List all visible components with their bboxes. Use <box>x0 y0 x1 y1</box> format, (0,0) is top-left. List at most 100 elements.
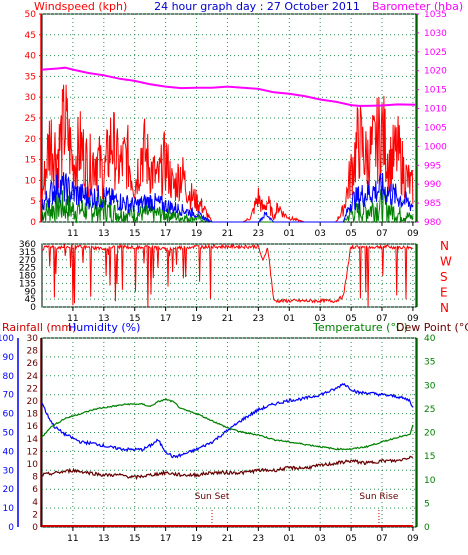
top-right-axis-label: Barometer (hba) <box>372 0 463 13</box>
top-right-tick-label: 1015 <box>424 86 447 96</box>
temperature-tick-label: 10 <box>424 476 436 486</box>
mid-x-tick-label: 03 <box>314 314 325 324</box>
bot-x-tick-label: 01 <box>284 534 295 544</box>
rainfall-tick-label: 12 <box>27 447 38 457</box>
humidity-tick-label: 50 <box>3 429 15 439</box>
mid-left-tick-label: 270 <box>19 256 36 266</box>
temperature-tick-label: 35 <box>424 358 435 368</box>
barometer-series <box>41 66 417 107</box>
bot-x-tick-label: 17 <box>160 534 171 544</box>
rainfall-tick-label: 18 <box>27 410 39 420</box>
rainfall-axis-label: Rainfall (mm) <box>2 321 76 334</box>
temperature-tick-label: 30 <box>424 381 436 391</box>
temperature-tick-label: 5 <box>424 499 430 509</box>
bot-x-tick-label: 03 <box>314 534 325 544</box>
rainfall-tick-label: 30 <box>27 334 39 344</box>
top-x-tick-label: 23 <box>253 229 264 239</box>
top-right-tick-label: 1020 <box>424 67 447 77</box>
direction-label: N <box>440 301 449 315</box>
top-x-tick-label: 15 <box>129 229 140 239</box>
wind-direction-series <box>41 243 413 308</box>
bot-x-tick-label: 11 <box>67 534 78 544</box>
dewpoint-axis-label: Dew Point (°C) <box>396 321 468 334</box>
top-left-axis-label: Windspeed (kph) <box>34 0 127 13</box>
mid-x-tick-label: 21 <box>222 314 233 324</box>
rainfall-tick-label: 2 <box>32 510 38 520</box>
temperature-tick-label: 25 <box>424 405 435 415</box>
top-left-tick-label: 40 <box>25 52 37 62</box>
temperature-axis-label: Temperature (°C) <box>312 321 408 334</box>
bot-x-tick-label: 05 <box>345 534 356 544</box>
top-right-tick-label: 1005 <box>424 123 447 133</box>
rainfall-tick-label: 8 <box>32 473 38 483</box>
bot-x-tick-label: 23 <box>253 534 264 544</box>
sun-annotation: Sun Set <box>195 492 230 502</box>
top-left-tick-label: 5 <box>30 197 36 207</box>
top-x-tick-label: 21 <box>222 229 233 239</box>
mid-x-tick-label: 01 <box>284 314 295 324</box>
bot-x-tick-label: 15 <box>129 534 140 544</box>
bot-x-tick-label: 07 <box>376 534 387 544</box>
top-right-tick-label: 995 <box>424 161 441 171</box>
top-x-tick-label: 07 <box>376 229 387 239</box>
mid-left-tick-label: 360 <box>19 240 36 250</box>
mid-x-tick-label: 11 <box>67 314 78 324</box>
top-right-tick-label: 990 <box>424 180 441 190</box>
top-left-tick-label: 20 <box>25 135 37 145</box>
mid-left-tick-label: 135 <box>19 279 36 289</box>
mid-x-tick-label: 23 <box>253 314 264 324</box>
top-left-tick-label: 15 <box>25 156 36 166</box>
mid-left-tick-label: 45 <box>25 295 36 305</box>
top-left-tick-label: 35 <box>25 72 36 82</box>
dewpoint-series <box>41 455 413 481</box>
top-left-tick-label: 0 <box>30 218 36 228</box>
mid-x-tick-label: 05 <box>345 314 356 324</box>
humidity-tick-label: 80 <box>3 372 15 382</box>
rainfall-tick-label: 28 <box>27 347 39 357</box>
direction-label: E <box>440 286 448 300</box>
mid-left-tick-label: 315 <box>19 248 36 258</box>
mid-x-tick-label: 13 <box>98 314 109 324</box>
humidity-tick-label: 90 <box>3 353 15 363</box>
top-right-tick-label: 1010 <box>424 105 447 115</box>
top-x-tick-label: 17 <box>160 229 171 239</box>
mid-left-tick-label: 180 <box>19 272 36 282</box>
sun-annotation: Sun Rise <box>359 492 398 502</box>
top-right-tick-label: 1035 <box>424 10 447 20</box>
top-left-tick-label: 25 <box>25 114 36 124</box>
top-right-tick-label: 1025 <box>424 48 447 58</box>
top-right-tick-label: 1030 <box>424 29 447 39</box>
rainfall-tick-label: 4 <box>32 498 38 508</box>
rainfall-tick-label: 6 <box>32 485 38 495</box>
humidity-tick-label: 100 <box>0 334 14 344</box>
bot-x-tick-label: 21 <box>222 534 233 544</box>
top-x-tick-label: 05 <box>345 229 356 239</box>
mid-left-tick-label: 225 <box>19 264 36 274</box>
rainfall-tick-label: 14 <box>27 435 39 445</box>
direction-label: W <box>440 255 452 269</box>
bot-x-tick-label: 19 <box>191 534 203 544</box>
rainfall-tick-label: 22 <box>27 384 38 394</box>
top-x-tick-label: 01 <box>284 229 295 239</box>
top-left-tick-label: 30 <box>25 93 37 103</box>
direction-label: S <box>440 270 448 284</box>
top-left-tick-label: 50 <box>25 10 37 20</box>
humidity-tick-label: 10 <box>3 504 15 514</box>
humidity-tick-label: 60 <box>3 410 15 420</box>
top-left-tick-label: 10 <box>25 176 37 186</box>
rainfall-tick-label: 20 <box>27 397 39 407</box>
mid-left-tick-label: 0 <box>30 303 36 313</box>
bot-x-tick-label: 13 <box>98 534 109 544</box>
graph-title: 24 hour graph day : 27 October 2011 <box>154 0 360 13</box>
bot-x-tick-label: 09 <box>407 534 419 544</box>
mid-x-tick-label: 15 <box>129 314 140 324</box>
wind-average-series <box>41 167 414 223</box>
humidity-axis-label: Humidity (%) <box>68 321 140 334</box>
mid-x-tick-label: 07 <box>376 314 387 324</box>
top-x-tick-label: 03 <box>314 229 325 239</box>
temperature-tick-label: 20 <box>424 429 436 439</box>
top-right-tick-label: 980 <box>424 218 441 228</box>
rainfall-tick-label: 26 <box>27 359 39 369</box>
